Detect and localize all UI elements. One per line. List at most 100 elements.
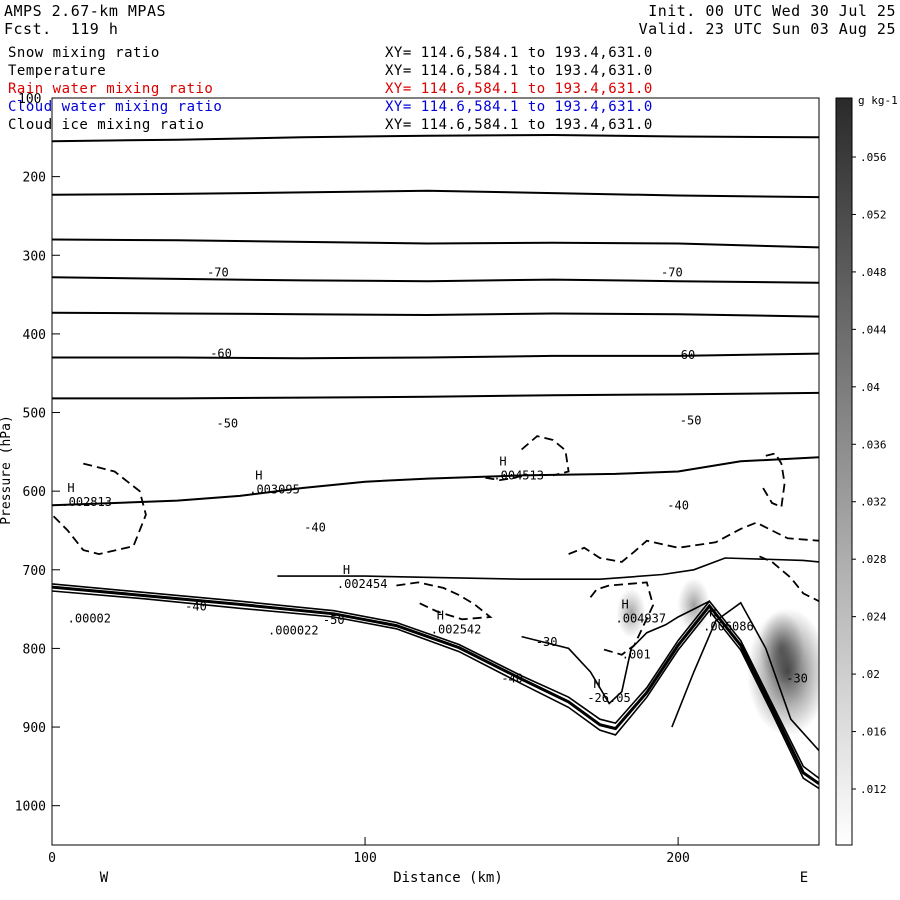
extremum-mark-10: H [593,677,600,691]
colorbar-tick-label-8: .024 [860,611,887,624]
terrain-line-1 [52,585,819,785]
terrain-line-2 [52,590,819,790]
isotherm-label-5: -50 [680,413,702,427]
x-tick-label-2: 200 [666,851,689,866]
snow-contour-4 [521,435,570,477]
colorbar-ticks: .056 .052 .048 .044 .04 .036 .032 .028 .024 .02 .0… [852,151,887,796]
isotherm-label-2: -60 [210,347,232,361]
isotherm-label-9: -50 [323,613,345,627]
extremum-value-2: .004513 [493,468,544,482]
x-tick-label-0: 0 [48,851,56,866]
shading-cell-0 [616,588,646,638]
colorbar: g kg-1 .056.052.048.044.04.036.032.028.0… [835,94,898,846]
y-tick-label-2: 400 [23,328,46,343]
pressure-axis: 100 200 300 400 500 600 700 800 900 1000 [15,92,60,815]
plot-contents: -70 -70-60 -60-50 -50-40-40-40-50-40-30-30 … [52,133,819,790]
snow-contour-3 [396,581,493,621]
init-time: Init. 00 UTC Wed 30 Jul 25 [648,2,896,20]
extremum-mark-2: H [499,454,506,468]
legend-range-snow: XY= 114.6,584.1 to 193.4,631.0 [385,45,653,61]
extremum-value-10: -26.05 [587,691,630,705]
isotherm-line-3 [52,276,819,284]
valid-time: Valid. 23 UTC Sun 03 Aug 25 [639,20,896,38]
y-axis-title: Pressure (hPa) [0,415,14,525]
snow-contour-5 [761,452,786,509]
snow-contour-1 [568,521,819,563]
y-tick-label-top: 100 [18,92,41,107]
plot-frame [51,97,820,846]
snow-mixing-ratio-contours [52,435,819,656]
isotherm-label-4: -50 [216,417,238,431]
y-tick-label-4: 600 [23,485,46,500]
isotherm-label-0: -70 [207,266,229,280]
isotherm-label-1: -70 [661,266,683,280]
extremum-value-3: .002454 [337,577,388,591]
isotherm-line-7 [52,456,819,507]
forecast-value: 119 h [70,20,119,38]
extremum-value-7: .00002 [68,612,111,626]
colorbar-tick-label-3: .044 [860,323,887,336]
isotherm-label-12: -30 [786,671,808,685]
colorbar-tick-label-6: .032 [860,496,887,509]
colorbar-tick-label-9: .02 [860,668,880,681]
shading-cell-3 [746,607,819,737]
extremum-mark-4: H [437,609,444,623]
legend-name-rain: Rain water mixing ratio [8,81,214,97]
y-tick-label-0: 200 [23,171,46,186]
forecast-label: Fcst. [4,20,52,38]
extremum-mark-0: H [67,481,74,495]
shading-cell-1 [677,577,710,633]
legend-name-cloud-ice: Cloud ice mixing ratio [8,117,205,133]
x-axis-title: Distance (km) [393,870,503,886]
y-tick-label-3: 500 [23,407,46,422]
legend-range-rain: XY= 114.6,584.1 to 193.4,631.0 [385,81,653,97]
colorbar-unit: g kg-1 [858,94,898,107]
extremum-value-4: .002542 [431,623,482,637]
extremum-mark-1: H [255,469,262,483]
legend-name-snow: Snow mixing ratio [8,45,160,61]
legend-name-temperature: Temperature [8,63,107,79]
colorbar-tick-label-4: .04 [860,381,880,394]
isotherm-line-1 [52,189,819,199]
terrain-contours [52,583,819,790]
snow-contour-6 [589,581,655,656]
extremum-mark-3: H [343,563,350,577]
mixing-ratio-shading [616,577,819,737]
y-tick-label-1: 300 [23,249,46,264]
colorbar-tick-label-11: .012 [860,783,887,796]
isotherm-line-4 [52,311,819,318]
extremum-value-0: .002813 [61,495,112,509]
extremum-value-6: .006086 [703,619,754,633]
temperature-contour-2 [671,601,819,752]
valid-value: 23 UTC Sun 03 Aug 25 [705,20,896,38]
y-tick-label-6: 800 [23,642,46,657]
snow-contour-7 [480,474,522,482]
extremum-value-1: .003095 [249,483,300,497]
legend-range-cloud-water: XY= 114.6,584.1 to 193.4,631.0 [385,99,653,115]
snow-contour-0 [52,462,147,556]
colorbar-tick-label-1: .052 [860,208,887,221]
isotherm-label-8: -40 [185,600,207,614]
isotherm-label-6: -40 [304,520,326,534]
extremum-mark-6: H [709,605,716,619]
extremum-value-8: .000022 [268,623,319,637]
legend-range-temperature: XY= 114.6,584.1 to 193.4,631.0 [385,63,653,79]
colorbar-tick-label-2: .048 [860,266,887,279]
init-label: Init. [648,2,696,20]
isotherm-label-3: -60 [674,348,696,362]
temperature-contours [52,133,819,507]
y-tick-label-8: 1000 [15,800,46,815]
contour-labels: -70 -70 -60 -60 -50 -50 -40 -40 -40 -50 -40 -30 -30 [185,266,808,686]
extremum-mark-5: H [622,598,629,612]
model-title: AMPS 2.67-km MPAS [4,2,167,20]
extremum-value-9: .001 [622,648,651,662]
isotherm-line-5 [52,352,819,360]
y-tick-label-7: 900 [23,721,46,736]
isotherm-label-7: -40 [667,498,689,512]
extremum-value-5: .004937 [616,612,667,626]
terrain-line-0 [52,583,819,779]
west-label: W [100,870,109,886]
colorbar-tick-label-7: .028 [860,553,887,566]
east-label: E [800,870,808,886]
